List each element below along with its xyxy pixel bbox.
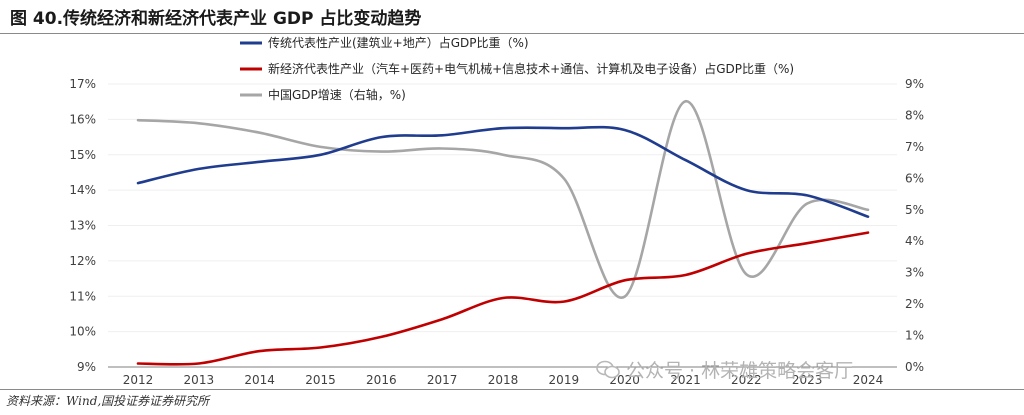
watermark-text: 公众号 · 林荣雄策略会客厅: [626, 360, 854, 382]
x-tick-label: 2019: [549, 373, 580, 387]
axes: 9% 10% 11% 12% 13% 14% 15% 16% 17% 0% 1% 2% 3% 4% 5% 6%…: [69, 77, 924, 387]
title-divider: [0, 33, 1024, 34]
y-right-tick-label: 8%: [905, 108, 924, 122]
y-left-tick-label: 10%: [69, 325, 96, 339]
gdp-growth-line: [136, 100, 870, 299]
x-tick-label: 2015: [305, 373, 336, 387]
y-left-tick-label: 13%: [69, 219, 96, 233]
legend-new-economy-label: 新经济代表性产业（汽车+医药+电气机械+信息技术+通信、计算机及电子设备）占GD…: [268, 61, 794, 76]
y-right-tick-label: 4%: [905, 234, 924, 248]
source-note: 资料来源：Wind,国投证券证券研究所: [6, 394, 210, 408]
x-tick-label: 2018: [488, 373, 519, 387]
y-right-tick-label: 6%: [905, 171, 924, 185]
x-tick-label: 2012: [123, 373, 154, 387]
figure-title: 图 40.传统经济和新经济代表产业 GDP 占比变动趋势: [10, 9, 422, 29]
x-tick-label: 2013: [184, 373, 215, 387]
y-left-tick-label: 14%: [69, 183, 96, 197]
y-right-tick-label: 1%: [905, 329, 924, 343]
x-tick-label: 2023: [792, 373, 823, 387]
y-right-tick-label: 5%: [905, 203, 924, 217]
x-tick-label: 2014: [244, 373, 275, 387]
x-tick-label: 2022: [731, 373, 762, 387]
y-left-tick-label: 15%: [69, 148, 96, 162]
x-tick-label: 2016: [366, 373, 397, 387]
new-economy-share-line: [136, 231, 870, 366]
y-right-tick-label: 9%: [905, 77, 924, 91]
x-tick-label: 2021: [670, 373, 701, 387]
y-left-tick-label: 16%: [69, 112, 96, 126]
chat-bubble-icon: [596, 360, 620, 379]
gridlines: [108, 83, 897, 333]
series-lines: [136, 100, 870, 366]
legend-gdp-growth-label: 中国GDP增速（右轴，%): [268, 87, 406, 102]
legend: 传统代表性产业(建筑业+地产）占GDP比重（%) 新经济代表性产业（汽车+医药+电…: [240, 35, 794, 102]
y-left-tick-label: 12%: [69, 254, 96, 268]
y-right-tick-label: 0%: [905, 360, 924, 374]
watermark: 公众号 · 林荣雄策略会客厅: [596, 356, 853, 383]
bottom-divider: [0, 389, 1024, 390]
y-left-tick-label: 11%: [69, 289, 96, 303]
y-right-tick-label: 2%: [905, 297, 924, 311]
traditional-share-line: [136, 125, 870, 218]
y-right-tick-label: 7%: [905, 140, 924, 154]
x-tick-label: 2024: [853, 373, 884, 387]
y-left-tick-label: 17%: [69, 77, 96, 91]
y-left-tick-label: 9%: [77, 360, 96, 374]
x-tick-label: 2017: [427, 373, 458, 387]
y-right-tick-label: 3%: [905, 266, 924, 280]
legend-traditional-label: 传统代表性产业(建筑业+地产）占GDP比重（%): [268, 35, 529, 50]
